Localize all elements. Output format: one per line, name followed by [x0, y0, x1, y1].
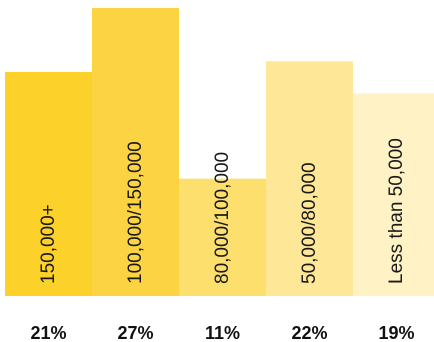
bar-2 [92, 8, 179, 296]
bar-5 [353, 93, 434, 296]
bar-value-label: 27% [117, 323, 153, 342]
bar-category-label: 150,000+ [38, 204, 59, 284]
bar-4 [266, 61, 353, 297]
bar-labels-group: 150,000+ 100,000/150,000 80,000/100,000 50,… [38, 138, 407, 284]
bar-value-label: 11% [205, 323, 240, 342]
bar-category-label: 100,000/150,000 [125, 141, 146, 284]
bar-value-label: 19% [378, 323, 414, 342]
bar-3 [179, 178, 266, 296]
bar-1 [5, 72, 92, 296]
bar-category-label: 50,000/80,000 [299, 162, 320, 284]
bar-category-label: 80,000/100,000 [212, 152, 233, 284]
bars-group [5, 8, 434, 297]
bar-value-label: 21% [30, 323, 66, 342]
bar-category-label: Less than 50,000 [386, 138, 407, 284]
value-labels-group: 21% 27% 11% 22% 19% [30, 323, 414, 342]
bar-value-label: 22% [291, 323, 327, 342]
